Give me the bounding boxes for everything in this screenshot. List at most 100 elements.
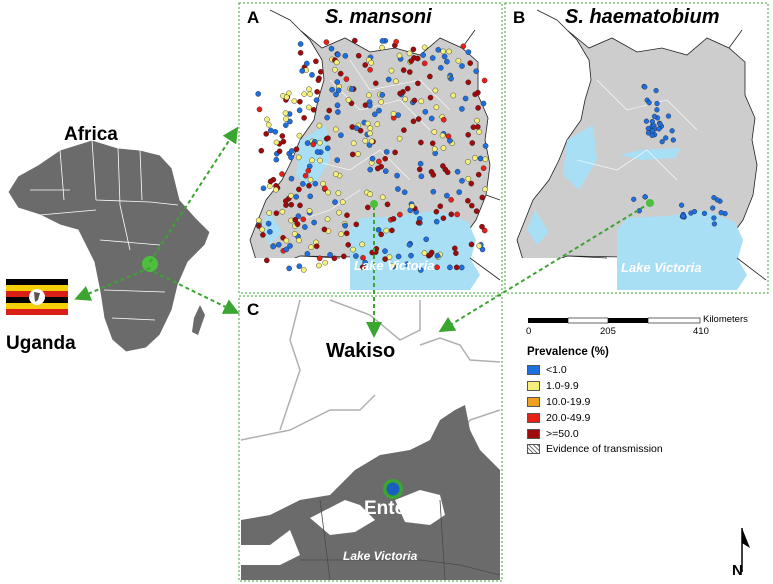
survey-point	[379, 194, 386, 201]
survey-point	[447, 264, 453, 271]
survey-point	[656, 126, 662, 132]
survey-point	[645, 130, 652, 136]
survey-point	[431, 129, 438, 135]
legend-item: <1.0	[527, 363, 567, 377]
survey-point	[465, 79, 472, 86]
survey-point	[353, 221, 360, 228]
survey-point	[273, 156, 280, 163]
survey-point	[468, 241, 475, 248]
survey-point	[301, 115, 307, 121]
survey-point	[293, 193, 300, 200]
survey-point	[368, 59, 375, 66]
survey-point	[669, 128, 675, 134]
legend-item: 10.0-19.9	[527, 395, 590, 409]
survey-point	[415, 219, 422, 226]
survey-point	[402, 96, 409, 103]
survey-point	[416, 166, 423, 173]
survey-point	[418, 139, 424, 146]
survey-point	[287, 243, 293, 249]
survey-point	[406, 50, 413, 57]
survey-point	[376, 158, 382, 165]
survey-point	[333, 91, 339, 98]
survey-point	[474, 117, 480, 124]
survey-point	[479, 194, 486, 201]
survey-point	[312, 180, 319, 187]
survey-point	[388, 67, 395, 74]
survey-point	[453, 264, 460, 271]
survey-point	[468, 202, 475, 209]
survey-point	[303, 60, 310, 67]
africa-map	[7, 139, 211, 353]
survey-point	[678, 202, 685, 208]
survey-point	[362, 62, 369, 68]
survey-point	[302, 224, 308, 230]
panel-b-title: S. haematobium	[565, 6, 720, 28]
survey-point	[390, 216, 397, 222]
survey-point	[401, 189, 408, 195]
survey-point	[439, 132, 446, 139]
panel-a-frame	[238, 2, 503, 294]
survey-point	[663, 135, 669, 141]
survey-point	[446, 48, 452, 55]
survey-point	[389, 262, 396, 269]
survey-point	[366, 102, 373, 109]
survey-point	[480, 100, 487, 107]
survey-point	[337, 70, 344, 77]
survey-point	[359, 241, 366, 248]
survey-point	[350, 246, 356, 253]
survey-point	[479, 246, 486, 253]
survey-point	[367, 130, 373, 137]
survey-point	[279, 133, 286, 139]
survey-point	[469, 140, 476, 146]
survey-point	[460, 43, 467, 50]
survey-point	[307, 176, 314, 183]
arrow-africa-to-flag	[74, 267, 151, 301]
survey-point	[335, 109, 341, 115]
survey-point	[476, 243, 483, 249]
survey-point	[406, 69, 413, 75]
survey-point	[437, 203, 444, 209]
survey-point	[359, 264, 366, 270]
survey-point	[397, 211, 403, 218]
survey-point	[266, 210, 273, 216]
survey-point	[649, 118, 655, 125]
survey-point	[283, 116, 289, 122]
survey-point	[317, 157, 323, 164]
survey-point	[297, 202, 303, 209]
survey-point	[421, 60, 428, 67]
survey-point	[645, 126, 651, 132]
survey-point	[382, 168, 389, 174]
survey-point	[659, 139, 665, 145]
survey-point	[301, 91, 308, 97]
survey-point	[353, 253, 359, 259]
lake-victoria-label-b: Lake Victoria	[621, 260, 702, 275]
survey-point	[322, 259, 329, 266]
survey-point	[366, 92, 372, 98]
survey-point	[275, 241, 282, 248]
survey-point	[292, 216, 299, 223]
survey-point	[350, 140, 357, 147]
survey-point	[680, 213, 686, 219]
survey-point	[382, 256, 388, 262]
survey-point	[718, 210, 724, 216]
survey-point	[378, 99, 385, 105]
survey-point	[395, 186, 401, 192]
survey-point	[288, 154, 294, 161]
survey-point	[367, 125, 374, 131]
survey-point	[310, 107, 317, 113]
survey-point	[273, 210, 280, 216]
survey-point	[473, 208, 480, 214]
survey-point	[305, 167, 312, 174]
survey-point	[297, 98, 303, 105]
survey-point	[279, 171, 285, 177]
legend-label: 1.0-9.9	[546, 380, 579, 392]
survey-point	[371, 111, 378, 118]
survey-point	[710, 205, 716, 211]
survey-point	[430, 172, 437, 178]
survey-point	[383, 149, 390, 155]
survey-point	[711, 195, 717, 201]
survey-point	[459, 106, 465, 112]
survey-point	[472, 91, 478, 98]
survey-point	[348, 86, 355, 92]
